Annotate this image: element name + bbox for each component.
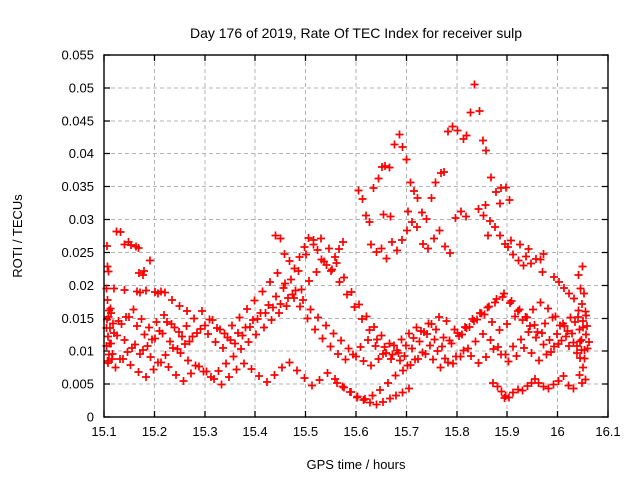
x-tick-label: 15.7 [394,424,419,439]
x-tick-label: 15.5 [293,424,318,439]
y-tick-label: 0.04 [69,146,94,161]
data-points [102,80,593,409]
x-tick-label: 15.2 [142,424,167,439]
y-tick-label: 0.045 [61,114,94,129]
y-tick-label: 0.055 [61,48,94,63]
x-tick-labels: 15.1 15.2 15.3 15.4 15.5 15.6 15.7 15.8 15.9 16 16… [91,424,620,439]
y-tick-label: 0.05 [69,81,94,96]
gridlines [104,55,608,417]
grid-path [104,55,608,417]
y-tick-labels: 0 0.005 0.01 0.015 0.02 0.025 0.03 0.035 0.04 0.0… [61,48,94,425]
chart-title: Day 176 of 2019, Rate Of TEC Index for r… [190,25,522,41]
x-tick-label: 16 [550,424,564,439]
y-axis-label: ROTI / TECUs [10,194,25,278]
y-tick-label: 0.015 [61,311,94,326]
x-tick-label: 15.6 [343,424,368,439]
y-tick-label: 0.03 [69,212,94,227]
x-tick-label: 15.4 [242,424,267,439]
y-tick-label: 0.025 [61,245,94,260]
y-tick-label: 0 [87,410,94,425]
x-tick-label: 15.9 [494,424,519,439]
x-tick-label: 15.3 [192,424,217,439]
y-tick-label: 0.01 [69,344,94,359]
y-tick-label: 0.02 [69,278,94,293]
y-tick-label: 0.035 [61,179,94,194]
x-tick-label: 15.1 [91,424,116,439]
x-tick-label: 15.8 [444,424,469,439]
x-axis-label: GPS time / hours [307,457,406,472]
plot-frame [103,54,609,418]
x-tick-label: 16.1 [595,424,620,439]
y-tick-label: 0.005 [61,377,94,392]
